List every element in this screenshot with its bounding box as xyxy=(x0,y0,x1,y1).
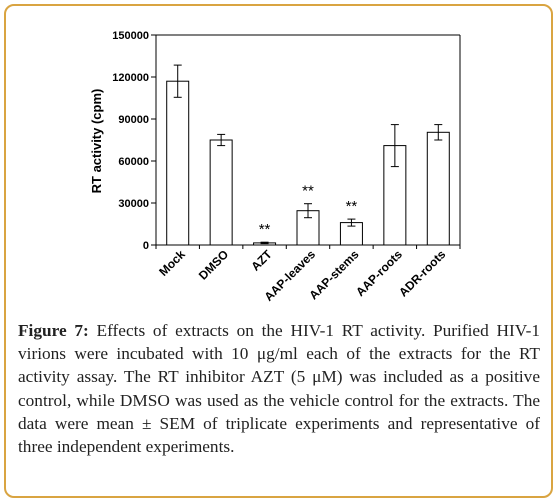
y-tick-label: 150000 xyxy=(112,30,149,42)
bar xyxy=(426,131,450,246)
figure-caption: Figure 7: Effects of extracts on the HIV… xyxy=(18,319,540,458)
y-axis-label: RT activity (cpm) xyxy=(89,89,104,194)
y-axis: 0 30000 60000 90000 120000 150000 xyxy=(112,30,461,252)
y-tick-label: 90000 xyxy=(118,114,149,126)
y-tick-label: 0 xyxy=(143,240,149,252)
x-tick-label: ADR-roots xyxy=(396,247,449,300)
y-tick-label: 120000 xyxy=(112,72,149,84)
caption-text: Effects of extracts on the HIV-1 RT acti… xyxy=(18,321,540,457)
y-tick-label: 60000 xyxy=(118,156,149,168)
significance-annotation: ** xyxy=(259,221,271,238)
y-tick-label: 30000 xyxy=(118,198,149,210)
bar xyxy=(166,80,190,246)
significance-annotation: ** xyxy=(346,198,358,215)
figure-frame xyxy=(4,4,553,498)
caption-label: Figure 7: xyxy=(18,321,89,340)
bars: ** ** ** xyxy=(166,64,450,246)
bar-chart: 0 30000 60000 90000 120000 150000 ** ** ** Mock… xyxy=(89,30,461,304)
x-tick-label: DMSO xyxy=(196,247,231,282)
x-tick-label: AZT xyxy=(248,247,275,274)
x-tick-label: Mock xyxy=(156,247,188,279)
significance-annotation: ** xyxy=(302,183,314,200)
x-axis: Mock DMSO AZTAAP-leavesAAP-stemsAAP-rootsA… xyxy=(155,244,461,304)
bar xyxy=(209,139,233,246)
